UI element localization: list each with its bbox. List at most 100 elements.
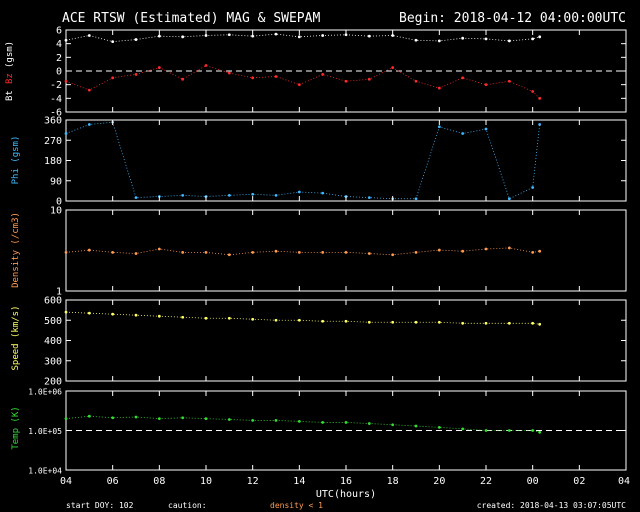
data-point [391,34,395,37]
data-point [461,36,465,40]
data-point [157,247,161,251]
y-tick-label: 0 [56,197,62,208]
ylabel-bz: Bz [5,73,15,84]
data-point [64,310,68,314]
data-point [64,79,68,83]
data-point [321,319,325,323]
data-point [321,73,325,76]
data-point [181,35,185,39]
data-point [274,75,278,78]
x-tick-label: 04 [618,476,630,487]
density-note: density < 1 [270,501,323,510]
x-tick-label: 20 [433,476,445,487]
start-doy: start DOY: 102 [66,501,134,510]
data-point [507,39,511,43]
y-tick-label: -6 [50,108,62,119]
data-point [274,419,278,422]
data-point [181,193,185,197]
data-point [181,416,185,420]
panel-density: 10 1 [50,206,627,298]
data-point [344,319,348,323]
x-axis-ticks: 04 06 08 10 12 14 16 18 20 22 00 02 04 [60,30,630,487]
x-tick-label: 10 [200,476,212,487]
y-tick-label: 360 [44,116,62,127]
y-tick-label: 200 [44,377,62,388]
ylabel-gsm: (gsm) [5,41,15,68]
data-point [414,79,418,83]
data-point [531,429,535,432]
data-point [111,250,115,254]
panel-frame [65,119,627,202]
data-point [134,196,138,200]
data-point [111,40,115,44]
data-point [87,88,91,92]
series-line [65,311,540,325]
data-point [181,77,185,81]
data-point [134,313,138,317]
ylabel-speed: Speed (km/s) [11,305,21,370]
x-tick-label: 22 [480,476,492,487]
data-point [507,79,511,83]
y-tick-label: 270 [44,136,62,147]
y-tick-label: 400 [44,336,62,347]
x-tick-label: 16 [340,476,352,487]
data-point [461,132,465,135]
panel-speed: 600 500 400 300 200 [44,296,627,388]
y-tick-label: 1.0E+04 [28,467,62,476]
data-point [344,250,348,254]
panel-phi: 360 270 180 90 0 [44,116,627,208]
data-point [484,247,488,251]
data-point [437,320,441,324]
data-point [507,246,511,250]
data-point [367,34,371,38]
x-tick-label: 02 [573,476,585,487]
data-point [64,250,68,254]
data-point [461,427,465,431]
data-point [251,250,255,254]
data-point [274,32,278,36]
data-point [414,250,418,254]
y-tick-label: 10 [50,206,62,217]
y-tick-label: 600 [44,296,62,307]
data-point [297,83,301,87]
data-point [461,321,465,325]
data-point [538,123,542,126]
ylabel-temp: Temp (K) [11,406,21,449]
data-point [181,250,185,254]
data-point [437,125,441,129]
data-point [64,132,68,135]
data-point [157,417,161,421]
data-point [531,186,535,189]
data-point [87,414,91,418]
data-point [538,35,542,39]
data-point [111,312,115,316]
data-point [531,321,535,325]
data-point [204,250,208,254]
data-point [227,316,231,320]
ylabel-bt: Bt [5,90,15,101]
data-point [507,321,511,325]
data-point [204,417,208,421]
data-point [344,79,348,83]
data-point [87,248,91,252]
data-point [111,76,115,80]
ylabel-phi: Phi (gsm) [11,136,21,185]
series-bt [64,32,542,44]
data-point [414,38,418,42]
data-point [507,197,511,201]
data-point [251,76,255,80]
data-point [414,424,418,428]
data-point [64,38,68,42]
y-tick-label: 1 [56,287,62,298]
data-point [437,86,441,90]
data-point [484,127,488,131]
data-point [321,250,325,254]
data-point [251,419,255,422]
panel-mag: 6 4 2 0 -2 -4 -6 [50,26,627,119]
data-point [157,34,161,38]
data-point [437,248,441,252]
data-point [321,34,325,37]
data-point [64,417,68,421]
series-line [65,415,540,433]
